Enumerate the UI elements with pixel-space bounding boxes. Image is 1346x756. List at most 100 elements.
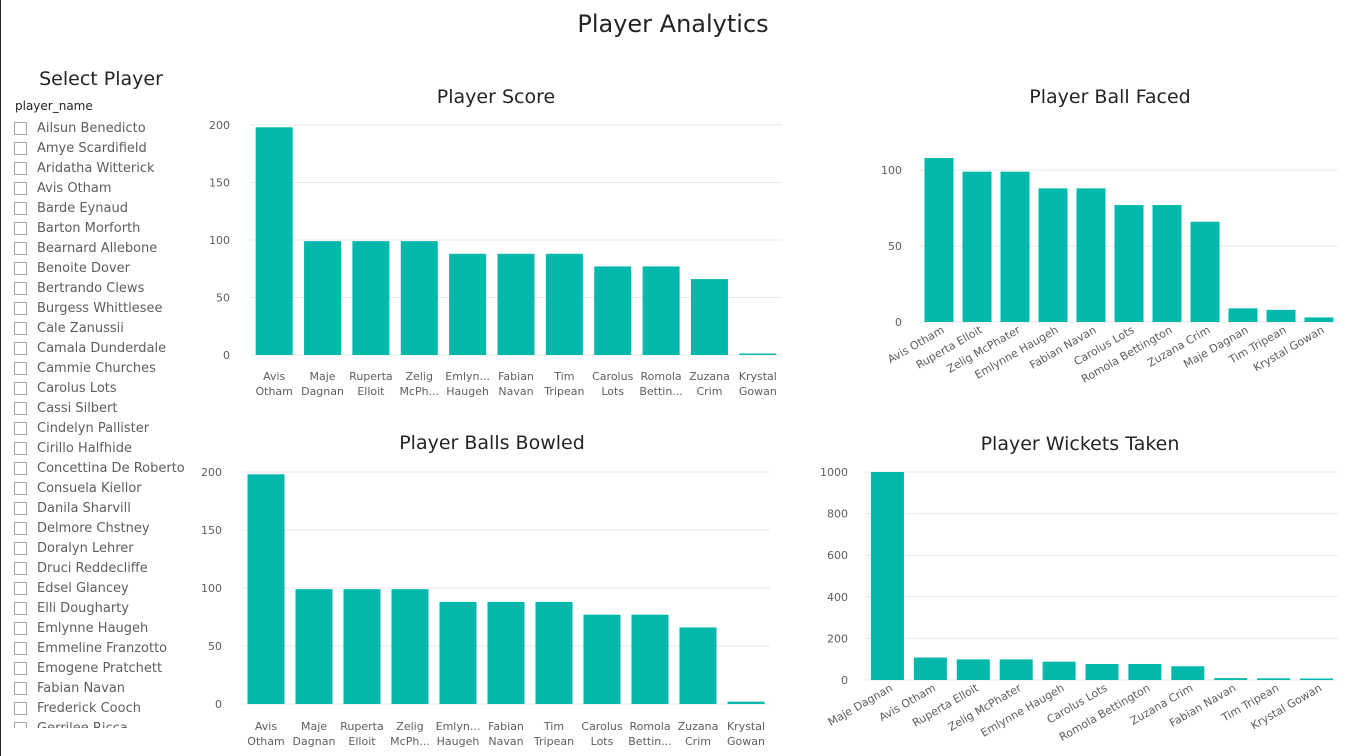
bar[interactable] (535, 601, 573, 704)
bar[interactable] (497, 253, 535, 355)
slicer-item[interactable]: Burgess Whittlesee (14, 298, 194, 318)
bar[interactable] (727, 701, 765, 704)
player-slicer[interactable]: Select Player player_name Ailsun Benedic… (14, 66, 194, 728)
bar[interactable] (999, 659, 1033, 680)
slicer-list[interactable]: Ailsun Benedicto Amye Scardifield Aridatha… (14, 118, 194, 728)
slicer-item[interactable]: Concettina De Roberto (14, 458, 194, 478)
bar[interactable] (1228, 308, 1258, 322)
slicer-item[interactable]: Camala Dunderdale (14, 338, 194, 358)
slicer-item[interactable]: Carolus Lots (14, 378, 194, 398)
slicer-item[interactable]: Benoite Dover (14, 258, 194, 278)
slicer-checkbox[interactable] (14, 221, 27, 235)
slicer-checkbox[interactable] (14, 121, 27, 135)
slicer-item[interactable]: Cassi Silbert (14, 398, 194, 418)
slicer-item[interactable]: Aridatha Witterick (14, 158, 194, 178)
bar[interactable] (1266, 309, 1296, 322)
slicer-checkbox[interactable] (14, 681, 27, 695)
slicer-checkbox[interactable] (14, 721, 27, 728)
slicer-item[interactable]: Fabian Navan (14, 678, 194, 698)
bar[interactable] (924, 158, 954, 322)
bar[interactable] (1114, 205, 1144, 322)
bar[interactable] (1214, 678, 1248, 680)
bar[interactable] (1304, 317, 1334, 322)
slicer-item[interactable]: Avis Otham (14, 178, 194, 198)
slicer-checkbox[interactable] (14, 581, 27, 595)
slicer-checkbox[interactable] (14, 301, 27, 315)
slicer-checkbox[interactable] (14, 401, 27, 415)
bar[interactable] (247, 474, 285, 704)
bar[interactable] (1171, 666, 1205, 680)
slicer-item[interactable]: Consuela Kiellor (14, 478, 194, 498)
bar[interactable] (1257, 678, 1291, 680)
slicer-checkbox[interactable] (14, 341, 27, 355)
bar[interactable] (739, 353, 777, 356)
bar[interactable] (642, 266, 680, 355)
slicer-checkbox[interactable] (14, 601, 27, 615)
bar[interactable] (255, 127, 293, 355)
bar[interactable] (583, 614, 621, 704)
bar[interactable] (1038, 188, 1068, 322)
bar[interactable] (1085, 663, 1119, 680)
slicer-checkbox[interactable] (14, 541, 27, 555)
slicer-checkbox[interactable] (14, 161, 27, 175)
bar[interactable] (545, 253, 583, 355)
slicer-item[interactable]: Bertrando Clews (14, 278, 194, 298)
slicer-item[interactable]: Frederick Cooch (14, 698, 194, 718)
bar[interactable] (1152, 205, 1182, 322)
slicer-item[interactable]: Druci Reddecliffe (14, 558, 194, 578)
bar[interactable] (1190, 221, 1220, 322)
slicer-checkbox[interactable] (14, 641, 27, 655)
slicer-item[interactable]: Cammie Churches (14, 358, 194, 378)
slicer-item[interactable]: Danila Sharvill (14, 498, 194, 518)
slicer-checkbox[interactable] (14, 261, 27, 275)
slicer-checkbox[interactable] (14, 201, 27, 215)
slicer-item[interactable]: Doralyn Lehrer (14, 538, 194, 558)
slicer-item[interactable]: Emlynne Haugeh (14, 618, 194, 638)
slicer-item[interactable]: Edsel Glancey (14, 578, 194, 598)
slicer-item[interactable]: Gerrilee Ricca (14, 718, 194, 728)
slicer-checkbox[interactable] (14, 501, 27, 515)
slicer-checkbox[interactable] (14, 701, 27, 715)
bar[interactable] (487, 601, 525, 704)
slicer-checkbox[interactable] (14, 441, 27, 455)
slicer-item[interactable]: Ailsun Benedicto (14, 118, 194, 138)
slicer-checkbox[interactable] (14, 381, 27, 395)
slicer-checkbox[interactable] (14, 321, 27, 335)
bar[interactable] (1128, 663, 1162, 680)
slicer-checkbox[interactable] (14, 621, 27, 635)
slicer-item[interactable]: Cindelyn Pallister (14, 418, 194, 438)
bar[interactable] (679, 627, 717, 704)
slicer-checkbox[interactable] (14, 461, 27, 475)
bar[interactable] (1300, 678, 1334, 681)
bar[interactable] (449, 253, 487, 355)
bar[interactable] (690, 279, 728, 355)
slicer-item[interactable]: Emmeline Franzotto (14, 638, 194, 658)
bar[interactable] (304, 241, 342, 355)
bar[interactable] (913, 657, 947, 680)
slicer-item[interactable]: Bearnard Allebone (14, 238, 194, 258)
slicer-checkbox[interactable] (14, 421, 27, 435)
bar[interactable] (400, 241, 438, 355)
slicer-checkbox[interactable] (14, 281, 27, 295)
slicer-item[interactable]: Barde Eynaud (14, 198, 194, 218)
slicer-checkbox[interactable] (14, 361, 27, 375)
slicer-checkbox[interactable] (14, 241, 27, 255)
slicer-item[interactable]: Amye Scardifield (14, 138, 194, 158)
slicer-checkbox[interactable] (14, 561, 27, 575)
slicer-checkbox[interactable] (14, 181, 27, 195)
bar[interactable] (352, 241, 390, 355)
slicer-checkbox[interactable] (14, 521, 27, 535)
bar[interactable] (343, 589, 381, 704)
slicer-item[interactable]: Barton Morforth (14, 218, 194, 238)
bar[interactable] (962, 171, 992, 322)
slicer-item[interactable]: Elli Dougharty (14, 598, 194, 618)
bar[interactable] (870, 472, 904, 680)
slicer-checkbox[interactable] (14, 661, 27, 675)
slicer-checkbox[interactable] (14, 141, 27, 155)
slicer-item[interactable]: Delmore Chstney (14, 518, 194, 538)
bar[interactable] (1076, 188, 1106, 322)
bar[interactable] (295, 589, 333, 704)
bar[interactable] (631, 614, 669, 704)
bar[interactable] (956, 659, 990, 680)
bar[interactable] (594, 266, 632, 355)
